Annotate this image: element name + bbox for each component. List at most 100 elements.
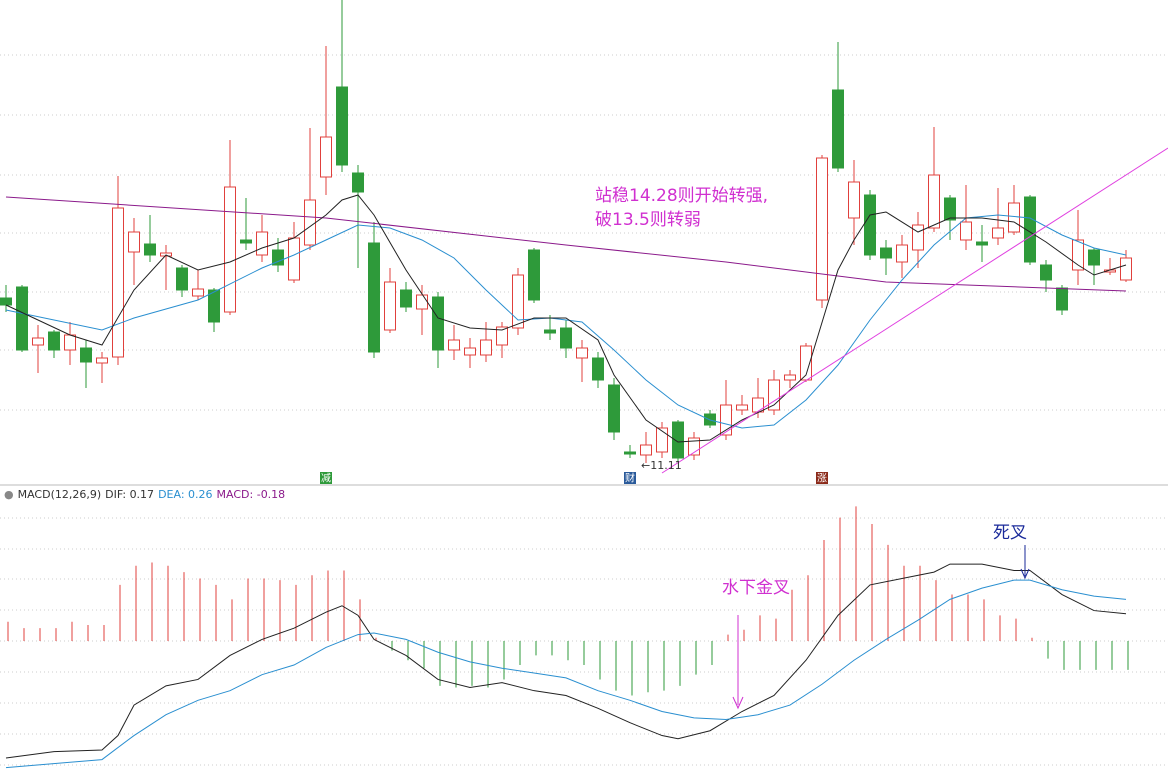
macd-title: MACD(12,26,9) (17, 487, 102, 501)
event-marker (816, 472, 828, 484)
candle-body (752, 397, 764, 413)
candle-body (400, 289, 412, 308)
candle-body (960, 221, 972, 241)
candle-body (656, 427, 668, 453)
marks: 减财涨 (0, 0, 1132, 769)
candle-body (608, 384, 620, 433)
candle-body (144, 243, 156, 256)
candle-body (272, 249, 284, 266)
candle-body (688, 437, 700, 456)
candle-body (288, 237, 300, 281)
candle-body (864, 194, 876, 256)
candle-body (736, 404, 748, 411)
annotation: 水下金叉 (722, 578, 790, 598)
value: 0.17 (129, 487, 155, 501)
macd-header: ● MACD(12,26,9) DIF: 0.17 DEA: 0.26 MACD… (4, 487, 285, 501)
macd-label: MACD: -0.18 (217, 488, 286, 501)
candle-body (16, 286, 28, 351)
candle-body (848, 181, 860, 219)
candle-body (496, 326, 508, 346)
event-marker (320, 472, 332, 484)
candle-body (880, 247, 892, 259)
candle-body (816, 157, 828, 301)
candle-body (1072, 239, 1084, 271)
annotation: 站稳14.28则开始转强, (595, 186, 768, 206)
line (5, 563, 1127, 759)
candle-body (256, 231, 268, 256)
candle-body (1008, 202, 1020, 233)
event-marker-label: 涨 (817, 473, 827, 485)
annotation: 破13.5则转弱 (595, 210, 701, 230)
candle-body (576, 347, 588, 359)
candle-body (448, 339, 460, 351)
candle-body (896, 244, 908, 263)
value: 0.26 (188, 487, 213, 501)
label: MACD: (216, 487, 254, 501)
candle-body (768, 379, 780, 411)
candle-body (384, 281, 396, 331)
line (5, 214, 1127, 429)
arrow-head (1020, 568, 1030, 580)
line (5, 579, 1127, 769)
label: DEA: (158, 487, 185, 501)
candle-body (96, 357, 108, 364)
candle-body (64, 334, 76, 351)
candle-body (176, 267, 188, 291)
candle-body (1088, 249, 1100, 266)
candle-body (1120, 257, 1132, 281)
candle-body (480, 339, 492, 356)
candle-body (208, 289, 220, 323)
low-label: ←11.11 (641, 459, 682, 472)
candle-body (432, 296, 444, 351)
dif-label: DIF: 0.17 (105, 488, 154, 501)
event-marker (624, 472, 636, 484)
event-marker-label: 减 (321, 473, 331, 485)
candle-body (32, 337, 44, 346)
candle-body (672, 421, 684, 459)
candle-body (368, 242, 380, 353)
candle-body (192, 288, 204, 297)
candle-body (912, 224, 924, 251)
dea-label: DEA: 0.26 (158, 488, 212, 501)
event-marker-label: 财 (625, 472, 635, 485)
arrow-head (732, 696, 744, 710)
candle-body (48, 331, 60, 351)
candle-body (944, 197, 956, 221)
candle-body (320, 136, 332, 178)
candle-body (352, 172, 364, 193)
candle-body (336, 86, 348, 166)
line (5, 196, 1127, 292)
candle-body (928, 174, 940, 229)
candle-body (416, 294, 428, 310)
candle-body (528, 249, 540, 301)
trend-line (661, 147, 1168, 474)
candle-body (720, 404, 732, 436)
candle-body (832, 89, 844, 169)
candle-body (640, 444, 652, 456)
label: DIF: (105, 487, 127, 501)
candle-body (512, 274, 524, 329)
candle-body (1056, 287, 1068, 311)
candle-body (1040, 264, 1052, 281)
annotation: 死叉 (993, 523, 1027, 543)
candle-body (224, 186, 236, 313)
candle-body (560, 327, 572, 349)
line (5, 194, 1127, 443)
candle-body (0, 297, 12, 306)
candle-body (976, 241, 988, 246)
candle-body (304, 199, 316, 246)
value: -0.18 (256, 487, 286, 501)
candle-body (544, 329, 556, 334)
candle-body (240, 239, 252, 244)
candle-body (80, 347, 92, 363)
candle-body (1024, 196, 1036, 263)
candle-body (464, 347, 476, 356)
candle-body (592, 357, 604, 381)
icon: ● (4, 487, 14, 501)
candle-body (992, 227, 1004, 239)
candle-body (624, 451, 636, 455)
candle-body (784, 374, 796, 381)
candle-body (112, 207, 124, 358)
